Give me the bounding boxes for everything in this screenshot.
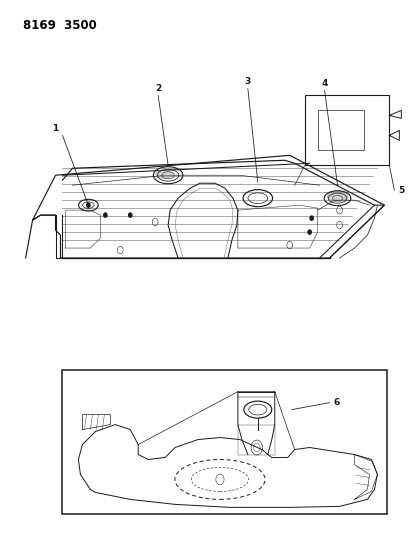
Circle shape <box>308 230 311 234</box>
Text: 5: 5 <box>398 185 405 195</box>
Bar <box>62 370 388 514</box>
Text: 6: 6 <box>334 398 340 407</box>
Circle shape <box>129 213 132 217</box>
Text: 4: 4 <box>321 79 328 88</box>
Bar <box>305 95 389 165</box>
Ellipse shape <box>156 170 172 179</box>
Bar <box>318 110 365 150</box>
Text: 1: 1 <box>52 124 58 133</box>
Text: 2: 2 <box>155 84 161 93</box>
Circle shape <box>104 213 107 217</box>
Circle shape <box>87 203 90 207</box>
Text: 3: 3 <box>245 77 251 86</box>
Text: 8169  3500: 8169 3500 <box>23 19 97 33</box>
Ellipse shape <box>327 191 348 202</box>
Circle shape <box>310 216 313 220</box>
